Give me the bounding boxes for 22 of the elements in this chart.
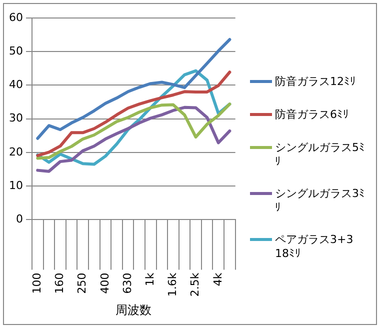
y-tick-label: 50 xyxy=(8,44,23,58)
x-tick-label: 4k xyxy=(211,272,224,286)
y-tick-label: 40 xyxy=(8,78,23,92)
y-tick-label: 0 xyxy=(16,212,23,226)
legend-label: シングルガラス5ﾐﾘ xyxy=(275,140,366,168)
x-tick-label: 100 xyxy=(30,272,44,294)
y-tick-label: 60 xyxy=(8,10,23,24)
x-tick-label: 630 xyxy=(120,272,134,294)
x-tick-label: 160 xyxy=(53,272,66,294)
x-tick-label: 400 xyxy=(98,272,112,294)
legend-label: 防音ガラス6ﾐﾘ xyxy=(275,107,349,122)
x-tick-label: 1.6k xyxy=(166,272,180,297)
legend-label: ペアガラス3+3 18ﾐﾘ xyxy=(275,232,354,260)
x-tick-label: 250 xyxy=(76,272,89,294)
legend-label: 防音ガラス12ﾐﾘ xyxy=(275,74,356,89)
x-tick-label: 2.5k xyxy=(188,272,202,297)
y-tick-label: 30 xyxy=(8,112,23,125)
y-tick-label: 10 xyxy=(8,178,23,192)
legend-label: シングルガラス3ﾐﾘ xyxy=(275,186,366,214)
x-tick-label: 1k xyxy=(143,272,156,286)
y-tick-label: 20 xyxy=(8,145,23,158)
x-axis-title: 周波数 xyxy=(116,302,152,317)
